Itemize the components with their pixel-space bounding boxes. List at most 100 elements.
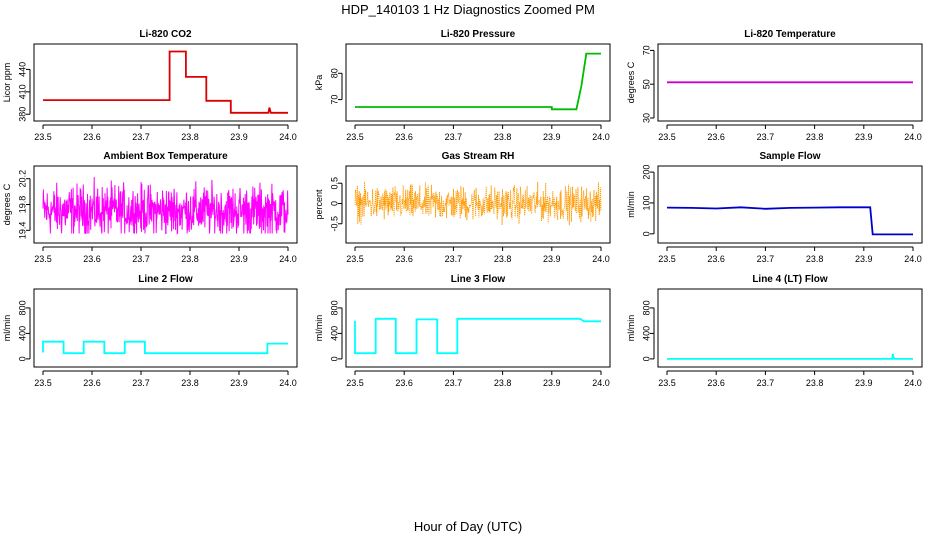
x-tick-label: 23.8	[806, 132, 824, 142]
x-tick-label: 23.8	[494, 132, 512, 142]
y-tick-label: 400	[17, 326, 27, 341]
series-line	[354, 317, 601, 355]
x-tick-label: 24.0	[904, 254, 922, 264]
y-tick-label: 200	[641, 165, 651, 180]
panel-7: Line 2 Flow 23.5 23.6 23.7 23.8 23.9 24.0 0 400 8…	[2, 274, 298, 388]
y-axis-label: kPa	[314, 75, 324, 91]
series-line	[667, 353, 913, 360]
x-tick-label: 23.5	[34, 378, 52, 388]
panel-3: Li-820 Temperature 23.5 23.6 23.7 23.8 23.9 24…	[626, 29, 923, 142]
y-tick-label: 0.5	[329, 177, 339, 190]
x-tick-label: 23.6	[395, 254, 413, 264]
plot-frame	[657, 288, 923, 368]
y-axis: 0 100 200	[641, 165, 655, 236]
x-tick-label: 23.8	[806, 378, 824, 388]
x-tick-label: 23.7	[757, 132, 775, 142]
x-axis-caption: Hour of Day (UTC)	[413, 519, 523, 534]
plot-frame	[33, 288, 298, 368]
x-tick-label: 23.7	[132, 378, 150, 388]
x-tick-label: 23.8	[181, 254, 199, 264]
y-axis: 0 400 800	[17, 300, 31, 361]
x-tick-label: 23.8	[494, 254, 512, 264]
y-axis-label: ml/min	[2, 315, 12, 342]
x-tick-label: 23.7	[132, 132, 150, 142]
panel-2: Li-820 Pressure 23.5 23.6 23.7 23.8 23.9 24.0 7…	[314, 29, 611, 142]
plot-frame	[345, 288, 611, 368]
y-tick-label: 20.2	[17, 170, 27, 188]
x-tick-label: 23.9	[543, 254, 561, 264]
x-tick-label: 23.7	[757, 378, 775, 388]
plot-frame	[657, 43, 923, 122]
panel-title: Line 2 Flow	[138, 274, 193, 285]
x-axis: 23.5 23.6 23.7 23.8 23.9 24.0	[658, 370, 922, 388]
x-tick-label: 23.6	[707, 378, 725, 388]
y-tick-label: 800	[641, 300, 651, 315]
panel-title: Li-820 Temperature	[744, 29, 836, 40]
series-line	[355, 52, 601, 111]
x-tick-label: 23.9	[855, 132, 873, 142]
y-tick-label: 100	[641, 195, 651, 210]
x-tick-label: 23.9	[855, 254, 873, 264]
y-tick-label: -0.5	[329, 216, 339, 232]
x-tick-label: 23.6	[83, 378, 101, 388]
x-tick-label: 24.0	[279, 378, 297, 388]
x-tick-label: 23.7	[445, 378, 463, 388]
y-axis: 0 400 800	[641, 300, 655, 361]
x-tick-label: 23.5	[658, 378, 676, 388]
y-tick-label: 0	[17, 356, 27, 361]
panel-5: Gas Stream RH 23.5 23.6 23.7 23.8 23.9 24.0 -0.…	[314, 151, 611, 264]
y-axis: -0.5 0 0.5	[329, 177, 343, 232]
panel-title: Ambient Box Temperature	[103, 151, 228, 162]
x-tick-label: 23.5	[658, 254, 676, 264]
y-tick-label: 30	[641, 113, 651, 123]
x-axis: 23.5 23.6 23.7 23.8 23.9 24.0	[346, 246, 610, 264]
panel-title: Gas Stream RH	[442, 151, 515, 162]
y-axis: 30 50 70	[641, 45, 655, 123]
panel-title: Li-820 Pressure	[441, 29, 516, 40]
x-tick-label: 24.0	[592, 378, 610, 388]
x-tick-label: 23.9	[543, 378, 561, 388]
panel-title: Sample Flow	[759, 151, 820, 162]
y-axis-label: ml/min	[626, 191, 636, 218]
y-tick-label: 19.8	[17, 196, 27, 214]
x-tick-label: 23.8	[181, 132, 199, 142]
x-tick-label: 23.5	[658, 132, 676, 142]
x-tick-label: 23.5	[346, 254, 364, 264]
x-tick-label: 23.9	[230, 132, 248, 142]
x-tick-label: 23.5	[34, 132, 52, 142]
x-tick-label: 24.0	[904, 378, 922, 388]
x-tick-label: 23.7	[132, 254, 150, 264]
y-axis-label: Licor ppm	[2, 63, 12, 103]
y-tick-label: 440	[17, 62, 27, 77]
x-tick-label: 23.6	[83, 132, 101, 142]
plot-frame	[345, 43, 611, 122]
x-tick-label: 23.5	[346, 132, 364, 142]
y-tick-label: 410	[17, 84, 27, 99]
y-axis-label: degrees C	[626, 61, 636, 103]
series-line	[43, 50, 288, 114]
y-tick-label: 70	[329, 95, 339, 105]
panel-9: Line 4 (LT) Flow 23.5 23.6 23.7 23.8 23.9 24.0…	[626, 274, 923, 388]
y-tick-label: 400	[641, 326, 651, 341]
x-tick-label: 24.0	[592, 254, 610, 264]
x-tick-label: 23.6	[395, 378, 413, 388]
plot-frame	[33, 43, 298, 122]
x-axis: 23.5 23.6 23.7 23.8 23.9 24.0	[34, 246, 297, 264]
x-tick-label: 23.9	[543, 132, 561, 142]
x-tick-label: 23.8	[494, 378, 512, 388]
plot-frame	[33, 165, 298, 244]
series-line	[42, 340, 288, 355]
x-tick-label: 23.6	[707, 132, 725, 142]
x-tick-label: 23.7	[445, 132, 463, 142]
x-tick-label: 23.5	[346, 378, 364, 388]
y-axis: 380 410 440	[17, 62, 31, 122]
x-tick-label: 23.6	[83, 254, 101, 264]
y-axis: 70 80	[329, 68, 343, 105]
panel-1: Li-820 CO2 23.5 23.6 23.7 23.8 23.9 24.0 380 410…	[2, 29, 298, 142]
y-tick-label: 50	[641, 79, 651, 89]
y-axis-label: ml/min	[626, 315, 636, 342]
x-tick-label: 24.0	[904, 132, 922, 142]
x-tick-label: 24.0	[279, 254, 297, 264]
x-axis: 23.5 23.6 23.7 23.8 23.9 24.0	[658, 246, 922, 264]
